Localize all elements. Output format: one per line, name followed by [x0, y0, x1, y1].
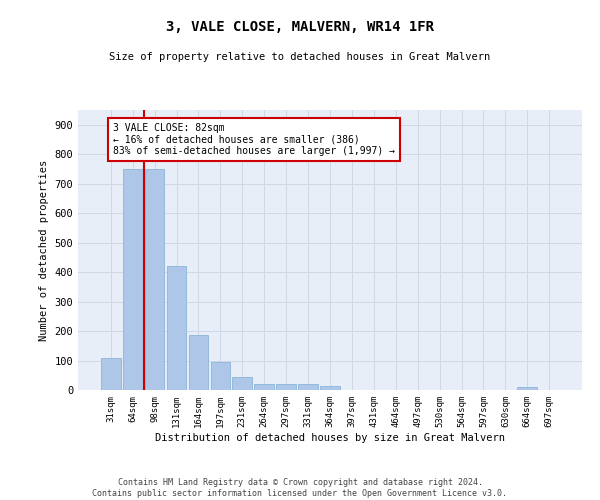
Bar — [101, 358, 121, 390]
Text: Contains HM Land Registry data © Crown copyright and database right 2024.
Contai: Contains HM Land Registry data © Crown c… — [92, 478, 508, 498]
Bar — [298, 384, 318, 390]
Bar — [188, 336, 208, 390]
Y-axis label: Number of detached properties: Number of detached properties — [39, 160, 49, 340]
Bar — [517, 387, 537, 390]
Bar — [276, 384, 296, 390]
Bar — [145, 169, 164, 390]
Bar — [167, 266, 187, 390]
Bar — [211, 362, 230, 390]
Bar — [232, 376, 252, 390]
Bar — [123, 169, 143, 390]
Bar — [320, 386, 340, 390]
Text: Size of property relative to detached houses in Great Malvern: Size of property relative to detached ho… — [109, 52, 491, 62]
Text: 3, VALE CLOSE, MALVERN, WR14 1FR: 3, VALE CLOSE, MALVERN, WR14 1FR — [166, 20, 434, 34]
Text: 3 VALE CLOSE: 82sqm
← 16% of detached houses are smaller (386)
83% of semi-detac: 3 VALE CLOSE: 82sqm ← 16% of detached ho… — [113, 124, 395, 156]
Bar — [254, 384, 274, 390]
X-axis label: Distribution of detached houses by size in Great Malvern: Distribution of detached houses by size … — [155, 432, 505, 442]
